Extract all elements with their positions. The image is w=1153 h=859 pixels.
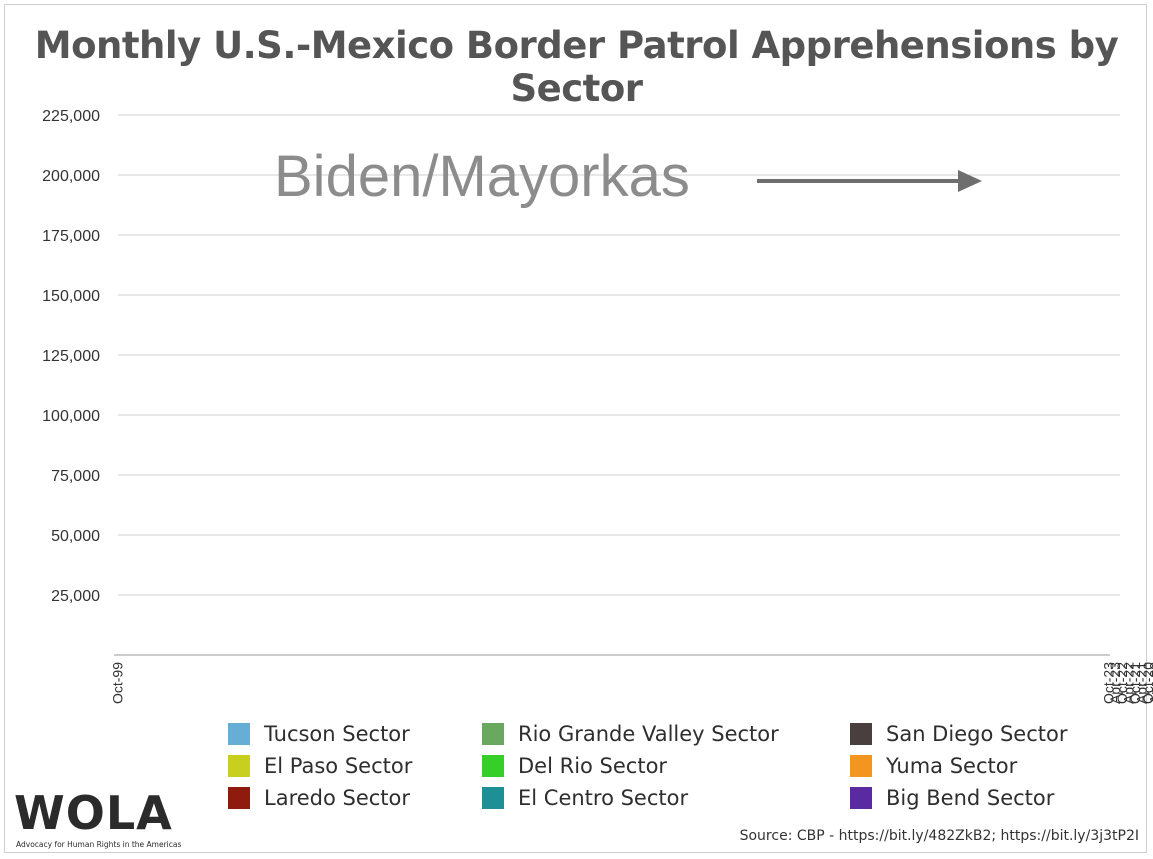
legend-swatch: [850, 723, 872, 745]
legend-label: Big Bend Sector: [886, 786, 1055, 810]
wola-logo: WOLA Advocacy for Human Rights in the Am…: [14, 786, 194, 850]
y-tick-label: 225,000: [42, 108, 100, 125]
y-tick-label: 25,000: [51, 588, 100, 605]
x-tick-label: Apr-22: [1120, 662, 1136, 704]
y-tick-label: 75,000: [51, 468, 100, 485]
legend-swatch: [482, 787, 504, 809]
source-note: Source: CBP - https://bit.ly/482ZkB2; ht…: [739, 828, 1139, 844]
legend-label: Rio Grande Valley Sector: [518, 722, 779, 746]
legend-item: Del Rio Sector: [482, 754, 667, 778]
x-tick-label: Oct-99: [109, 662, 125, 704]
x-tick-label: Oct-21: [1127, 662, 1143, 704]
annotation: Biden/Mayorkas: [274, 144, 982, 209]
x-tick-label: Oct-23: [1101, 662, 1117, 704]
legend-item: El Paso Sector: [228, 754, 412, 778]
y-tick-label: 125,000: [42, 348, 100, 365]
y-axis-ticks: 25,000 50,000 75,000 100,000 125,000 150,000 1…: [42, 108, 100, 605]
legend-swatch: [228, 787, 250, 809]
annotation-arrow-head: [958, 170, 982, 192]
legend-label: El Paso Sector: [264, 754, 413, 778]
legend-item: Yuma Sector: [850, 754, 1017, 778]
legend-item: Tucson Sector: [228, 722, 410, 746]
x-tick-label: Oct-22: [1114, 662, 1130, 704]
x-tick-label: Apr-20: [1146, 662, 1153, 704]
y-tick-label: 100,000: [42, 408, 100, 425]
legend-swatch: [850, 755, 872, 777]
logo-tagline: Advocacy for Human Rights in the America…: [16, 840, 182, 849]
legend-label: Yuma Sector: [886, 754, 1018, 778]
chart-frame: [4, 4, 1147, 853]
annotation-label: Biden/Mayorkas: [274, 144, 690, 209]
legend-label: Tucson Sector: [264, 722, 410, 746]
y-tick-label: 50,000: [51, 528, 100, 545]
legend-swatch: [850, 787, 872, 809]
x-tick-label: Apr-21: [1133, 662, 1149, 704]
y-gridlines: [114, 114, 1120, 656]
x-tick-label: Oct-20: [1140, 662, 1153, 704]
legend-label: Del Rio Sector: [518, 754, 668, 778]
chart-title: Monthly U.S.-Mexico Border Patrol Appreh…: [34, 24, 1119, 110]
legend-label: San Diego Sector: [886, 722, 1068, 746]
legend-item: San Diego Sector: [850, 722, 1067, 746]
legend-swatch: [482, 755, 504, 777]
y-tick-label: 175,000: [42, 228, 100, 245]
legend-label: Laredo Sector: [264, 786, 411, 810]
legend-swatch: [228, 755, 250, 777]
y-tick-label: 200,000: [42, 168, 100, 185]
legend-swatch: [228, 723, 250, 745]
legend-item: Laredo Sector: [228, 786, 410, 810]
legend-item: Rio Grande Valley Sector: [482, 722, 779, 746]
x-tick-label: Apr-23: [1107, 662, 1123, 704]
x-axis-ticks: Oct-99Apr-00Oct-00Apr-01Oct-01Apr-02Oct-…: [109, 662, 1153, 704]
y-tick-label: 150,000: [42, 288, 100, 305]
logo-wordmark: WOLA: [14, 786, 173, 840]
legend-label: El Centro Sector: [518, 786, 689, 810]
legend-item: Big Bend Sector: [850, 786, 1054, 810]
legend-swatch: [482, 723, 504, 745]
legend-item: El Centro Sector: [482, 786, 688, 810]
